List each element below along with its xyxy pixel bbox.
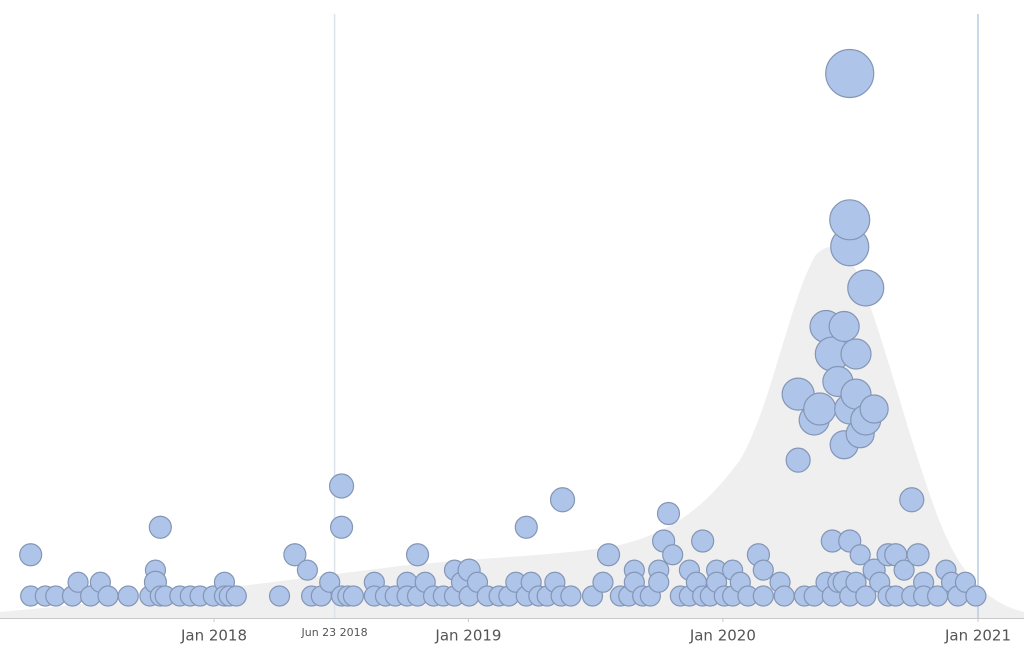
bubble: [19, 543, 43, 567]
bubble: [752, 559, 774, 581]
bubble: [549, 487, 576, 513]
bubble: [899, 487, 925, 513]
bubble: [773, 585, 795, 607]
bubble: [656, 501, 681, 526]
bubble: [405, 543, 430, 567]
bubble: [847, 269, 885, 307]
bubble: [965, 585, 987, 607]
marker-label: Jun 23 2018: [301, 626, 368, 639]
bubble: [560, 585, 582, 607]
bubble: [117, 585, 139, 607]
bubble: [803, 392, 837, 426]
x-tick-label: Jan 2021: [944, 627, 1011, 645]
density-area: [0, 246, 1024, 618]
bubble: [752, 585, 774, 607]
bubble: [825, 48, 875, 99]
x-tick-label: Jan 2018: [180, 627, 247, 645]
x-tick-label: Jan 2019: [434, 627, 501, 645]
bubble: [662, 544, 684, 566]
bubble: [319, 571, 341, 593]
bubble: [785, 447, 811, 473]
bubble: [849, 544, 871, 566]
bubble: [855, 585, 877, 607]
bubble: [97, 585, 119, 607]
bubble: [828, 310, 860, 343]
bubble: [859, 394, 889, 424]
bubble: [829, 199, 871, 241]
bubble: [67, 571, 89, 593]
bubble: [691, 529, 715, 553]
bubble: [148, 515, 172, 539]
bubble: [268, 585, 291, 607]
bubble: [225, 585, 247, 607]
bubble: [514, 515, 538, 539]
bubble: [592, 571, 614, 593]
bubble: [906, 543, 930, 567]
bubble: [329, 515, 354, 539]
bubble: [840, 338, 872, 370]
bubble: [648, 571, 670, 593]
x-tick-label: Jan 2020: [689, 627, 756, 645]
bubble: [283, 543, 307, 567]
bubble: [893, 559, 915, 581]
bubble: [596, 543, 621, 567]
bubble: [328, 473, 355, 499]
bubble: [342, 585, 365, 607]
bubble: [296, 559, 319, 581]
